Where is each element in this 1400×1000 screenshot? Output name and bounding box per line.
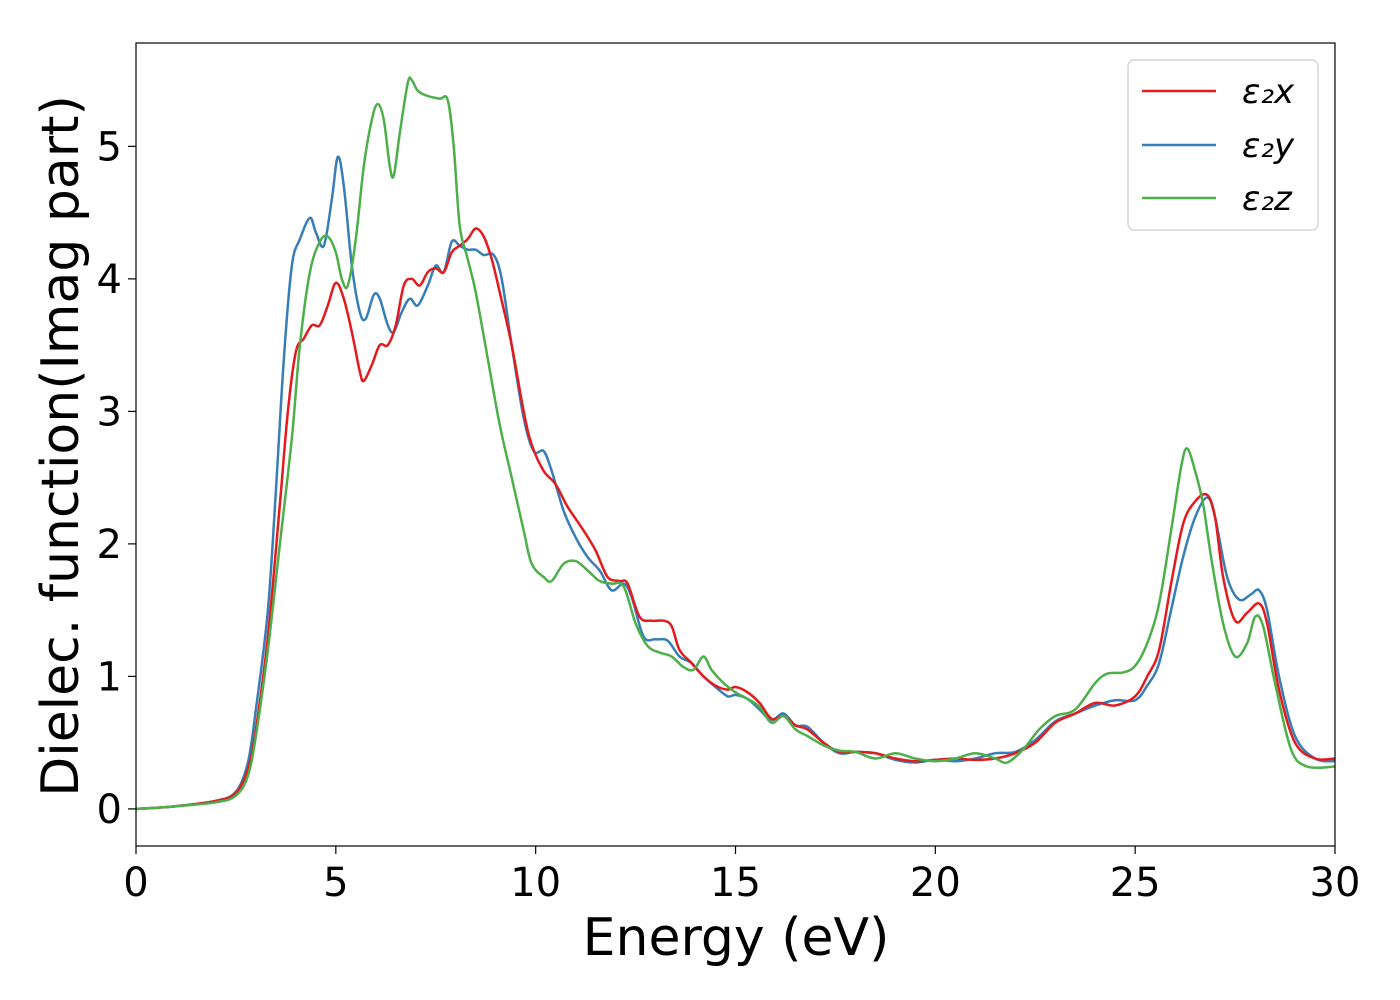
y-tick-label: 2 (97, 522, 122, 568)
legend: ε₂x ε₂y ε₂z (1127, 59, 1319, 231)
legend-label-y: ε₂y (1242, 126, 1295, 166)
legend-box (1127, 59, 1319, 231)
y-axis: 0 1 2 3 4 5 (97, 124, 136, 833)
series-layer (135, 76, 1336, 811)
y-tick-label: 5 (97, 124, 122, 170)
y-tick-label: 1 (97, 654, 122, 700)
series-line-y (135, 155, 1336, 811)
x-tick-label: 10 (510, 860, 561, 906)
x-tick-label: 0 (123, 860, 148, 906)
x-axis: 0 5 10 15 20 25 30 (123, 846, 1360, 906)
legend-label-z: ε₂z (1242, 179, 1293, 219)
y-axis-label: Dielec. function(Imag part) (31, 95, 91, 797)
x-tick-label: 30 (1310, 860, 1361, 906)
y-tick-label: 0 (97, 787, 122, 833)
y-tick-label: 3 (97, 389, 122, 435)
x-tick-label: 25 (1110, 860, 1161, 906)
x-tick-label: 5 (323, 860, 348, 906)
y-tick-label: 4 (97, 257, 122, 303)
x-tick-label: 15 (710, 860, 761, 906)
x-tick-label: 20 (910, 860, 961, 906)
legend-label-x: ε₂x (1242, 72, 1295, 112)
x-axis-label: Energy (eV) (583, 908, 890, 968)
series-line-z (135, 76, 1336, 811)
series-line-x (135, 227, 1336, 811)
